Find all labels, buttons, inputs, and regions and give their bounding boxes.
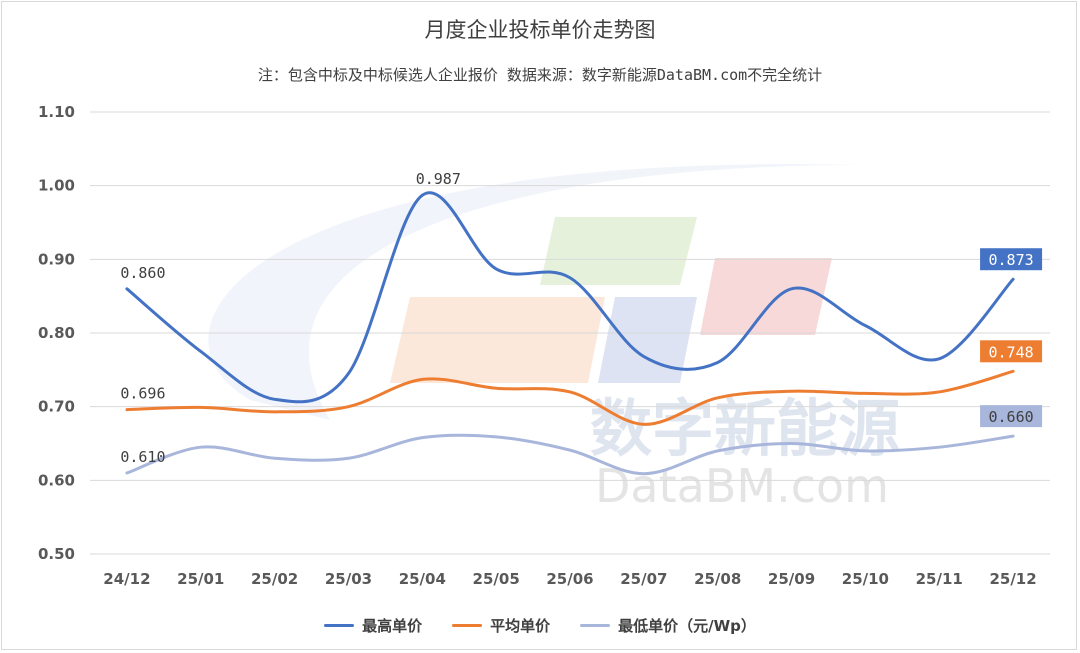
series-line-avg [125,369,1015,426]
y-tick-label: 1.10 [38,103,75,121]
data-label-text: 0.660 [988,408,1033,426]
data-label: 0.987 [416,170,461,188]
legend-swatch-avg [452,624,483,627]
legend-item-max[interactable]: 最高单价 [324,615,422,636]
data-label-text: 0.748 [988,343,1033,361]
data-label: 0.860 [120,264,165,282]
x-tick-label: 25/08 [694,570,741,588]
x-tick-label: 25/03 [325,570,372,588]
data-label-text: 0.696 [120,385,165,403]
legend: 最高单价 平均单价 最低单价（元/Wp） [0,615,1080,636]
y-tick-label: 0.80 [38,324,75,342]
x-tick-label: 25/05 [473,570,520,588]
legend-item-min[interactable]: 最低单价（元/Wp） [580,615,756,636]
data-label-box [980,248,1043,271]
y-axis-ticks: 1.10 1.00 0.90 0.80 0.70 0.60 0.50 [38,103,75,563]
watermark-en: DataBM.com [595,459,889,513]
chart-subtitle: 注：包含中标及中标候选人企业报价 数据来源：数字新能源DataBM.com不完全… [257,66,823,84]
data-label-box [980,340,1043,363]
x-tick-label: 25/11 [916,570,963,588]
y-tick-label: 1.00 [38,177,75,195]
legend-item-avg[interactable]: 平均单价 [452,615,550,636]
legend-swatch-min [580,624,611,627]
legend-swatch-max [324,624,355,627]
chart-title: 月度企业投标单价走势图 [424,18,656,42]
data-label: 0.610 [120,448,165,466]
x-tick-label: 25/09 [768,570,815,588]
series-lines [125,191,1015,476]
data-label-text: 0.873 [988,251,1033,269]
x-tick-label: 25/12 [989,570,1036,588]
data-label: 0.873 [980,248,1043,271]
y-tick-label: 0.70 [38,398,75,416]
data-label: 0.748 [980,340,1043,363]
legend-label-max: 最高单价 [362,617,423,635]
x-tick-label: 24/12 [103,570,150,588]
watermark-cn: 数字新能源 [590,392,900,465]
y-tick-label: 0.50 [38,545,75,563]
data-labels: 0.860 0.987 0.873 0.696 0.748 0.610 0.660 [120,170,1043,466]
watermark-logo: 数字新能源 DataBM.com [208,164,900,513]
x-tick-label: 25/01 [177,570,224,588]
data-label-text: 0.860 [120,264,165,282]
legend-label-avg: 平均单价 [490,617,551,635]
legend-label-min: 最低单价（元/Wp） [618,617,756,635]
y-tick-label: 0.60 [38,471,75,489]
x-tick-label: 25/10 [842,570,889,588]
x-tick-label: 25/07 [620,570,667,588]
x-tick-label: 25/04 [399,570,446,588]
y-tick-label: 0.90 [38,250,75,268]
data-label: 0.660 [980,405,1043,428]
data-label: 0.696 [120,385,165,403]
data-label-box [980,405,1043,428]
x-tick-label: 25/06 [546,570,593,588]
x-axis-ticks: 24/12 25/01 25/02 25/03 25/04 25/05 25/06 25/07… [103,570,1036,588]
data-label-text: 0.987 [416,170,461,188]
data-label-text: 0.610 [120,448,165,466]
x-tick-label: 25/02 [251,570,298,588]
series-line-max [125,191,1015,404]
grid-lines [90,111,1050,555]
